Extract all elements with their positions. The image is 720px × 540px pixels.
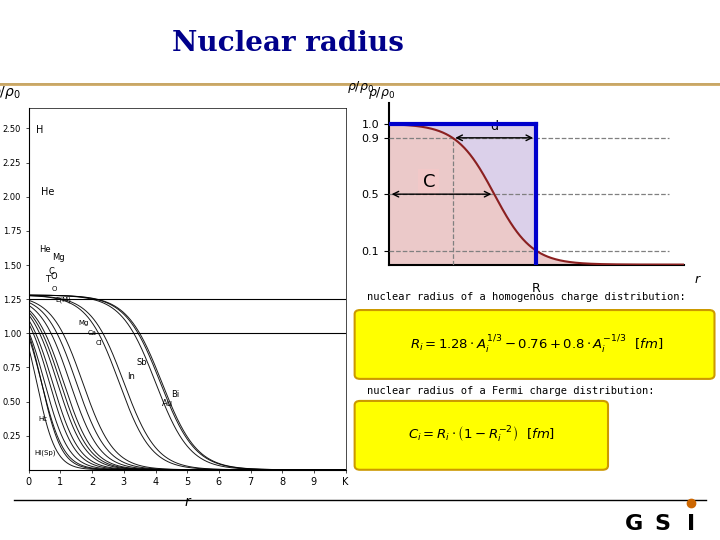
Text: Mg: Mg xyxy=(78,320,89,327)
Bar xyxy=(0,85,720,86)
Text: Cl: Cl xyxy=(95,340,102,346)
Bar xyxy=(0,84,720,86)
Text: T: T xyxy=(45,275,50,284)
Bar xyxy=(0,84,720,86)
Text: H: H xyxy=(36,125,43,136)
Bar xyxy=(0,84,720,85)
Bar xyxy=(0,84,720,86)
Text: I: I xyxy=(687,514,696,534)
Text: Mg: Mg xyxy=(53,253,66,262)
Bar xyxy=(0,84,720,86)
Text: $\rho/\rho_0$: $\rho/\rho_0$ xyxy=(0,84,21,101)
Bar xyxy=(0,84,720,85)
Bar xyxy=(0,85,720,86)
Text: $R_i = 1.28 \cdot A_i^{1/3} - 0.76 + 0.8 \cdot A_i^{-1/3}\ \ [fm]$: $R_i = 1.28 \cdot A_i^{1/3} - 0.76 + 0.8… xyxy=(410,334,663,355)
Bar xyxy=(0,84,720,86)
Bar xyxy=(0,84,720,86)
Bar xyxy=(0,84,720,86)
Text: $\rho/\rho_0$: $\rho/\rho_0$ xyxy=(348,79,374,94)
Bar xyxy=(0,84,720,86)
Text: He: He xyxy=(39,245,50,254)
Text: $C_i = R_i \cdot \left(1 - R_i^{-2}\right)\ \ [fm]$: $C_i = R_i \cdot \left(1 - R_i^{-2}\righ… xyxy=(408,425,555,446)
Bar xyxy=(0,83,720,85)
Text: S: S xyxy=(654,514,670,534)
Bar xyxy=(0,84,720,85)
Bar xyxy=(0,83,720,85)
Bar xyxy=(0,84,720,85)
Text: E(M): E(M) xyxy=(55,297,71,303)
Bar xyxy=(0,83,720,85)
Bar xyxy=(0,84,720,86)
Bar xyxy=(0,84,720,86)
Bar xyxy=(0,84,720,86)
Bar xyxy=(0,83,720,85)
Bar xyxy=(0,83,720,85)
Bar xyxy=(0,83,720,85)
Bar xyxy=(0,84,720,86)
Bar xyxy=(0,83,720,85)
Bar xyxy=(0,84,720,85)
Bar xyxy=(0,83,720,85)
Bar xyxy=(0,84,720,86)
Bar xyxy=(0,83,720,85)
Text: Ca: Ca xyxy=(87,330,96,336)
Text: R: R xyxy=(532,281,541,294)
Bar xyxy=(0,84,720,86)
Bar xyxy=(0,84,720,86)
Bar xyxy=(0,84,720,86)
Bar xyxy=(0,83,720,85)
Bar xyxy=(0,84,720,86)
Bar xyxy=(0,84,720,85)
Text: r: r xyxy=(694,273,699,286)
Text: C: C xyxy=(48,267,54,276)
Bar xyxy=(0,85,720,86)
Bar xyxy=(0,83,720,85)
Text: nuclear radius of a Fermi charge distribution:: nuclear radius of a Fermi charge distrib… xyxy=(367,386,655,396)
Text: Nuclear radius: Nuclear radius xyxy=(172,30,404,57)
Bar xyxy=(0,84,720,86)
Text: O: O xyxy=(52,286,58,292)
Text: He: He xyxy=(40,187,54,197)
Bar xyxy=(0,84,720,85)
FancyBboxPatch shape xyxy=(355,310,714,379)
Bar xyxy=(0,85,720,86)
Text: C: C xyxy=(423,173,435,191)
Bar xyxy=(0,84,720,85)
Text: O: O xyxy=(51,272,58,281)
Bar xyxy=(0,84,720,85)
Bar xyxy=(0,83,720,85)
Bar xyxy=(0,84,720,85)
Bar xyxy=(0,84,720,85)
Bar xyxy=(0,84,720,85)
Bar xyxy=(0,83,720,85)
Text: Sb: Sb xyxy=(137,359,147,367)
Text: nuclear radius of a homogenous charge distribution:: nuclear radius of a homogenous charge di… xyxy=(367,292,686,302)
FancyBboxPatch shape xyxy=(355,401,608,470)
Bar xyxy=(0,83,720,85)
Text: In: In xyxy=(127,372,135,381)
Text: Hc: Hc xyxy=(38,416,48,422)
Text: G: G xyxy=(624,514,643,534)
Text: HI(Sp): HI(Sp) xyxy=(35,450,56,456)
Text: $\rho/\rho_0$: $\rho/\rho_0$ xyxy=(368,85,395,101)
Bar xyxy=(0,84,720,86)
Text: Bi: Bi xyxy=(171,390,179,399)
Text: r: r xyxy=(184,495,190,509)
Text: Au: Au xyxy=(162,400,173,408)
Bar xyxy=(0,85,720,86)
Text: d: d xyxy=(490,120,498,133)
